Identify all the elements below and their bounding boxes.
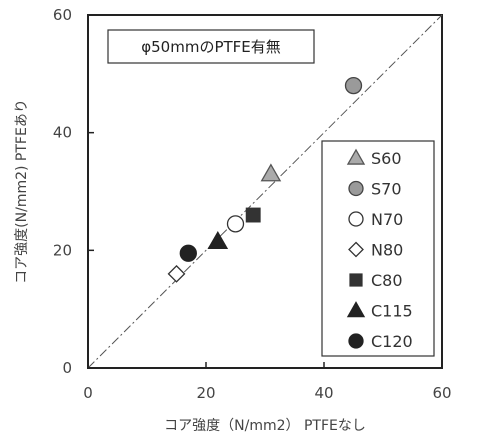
- data-point: [179, 244, 197, 262]
- data-point: [207, 230, 229, 250]
- legend-marker: [348, 333, 364, 349]
- x-tick-label: 20: [196, 384, 215, 402]
- annotation-box: [107, 29, 315, 64]
- data-point: [167, 264, 186, 283]
- legend-label: S60: [371, 149, 402, 168]
- legend-label: C80: [371, 271, 403, 290]
- legend-box: [321, 140, 435, 357]
- legend-marker: [346, 148, 366, 165]
- data-point: [260, 163, 282, 182]
- legend-label: N80: [371, 241, 403, 260]
- legend-marker: [346, 301, 366, 318]
- plot-frame: [87, 14, 443, 369]
- legend-label: S70: [371, 180, 402, 199]
- legend-label: C115: [371, 302, 413, 321]
- y-tick-label: 0: [62, 359, 72, 377]
- reference-line: [87, 14, 443, 369]
- y-axis-title: コア強度(N/mm2) PTFEあり: [14, 99, 30, 284]
- x-tick-label: 0: [83, 384, 93, 402]
- legend-label: N70: [371, 210, 403, 229]
- y-tick-label: 20: [53, 241, 72, 259]
- y-tick-label: 40: [53, 124, 72, 142]
- data-point: [344, 76, 363, 95]
- legend-marker: [348, 241, 364, 258]
- annotation-text: φ50mmのPTFE有無: [141, 38, 281, 56]
- legend-marker: [348, 211, 364, 227]
- legend-label: C120: [371, 332, 413, 351]
- x-axis-title: コア強度（N/mm2） PTFEなし: [164, 418, 366, 434]
- legend-marker: [349, 273, 363, 287]
- y-tick-label: 60: [53, 6, 72, 24]
- x-tick-label: 40: [314, 384, 333, 402]
- x-tick-label: 60: [432, 384, 451, 402]
- data-point: [226, 215, 245, 233]
- data-point: [245, 207, 261, 223]
- legend-marker: [348, 180, 364, 197]
